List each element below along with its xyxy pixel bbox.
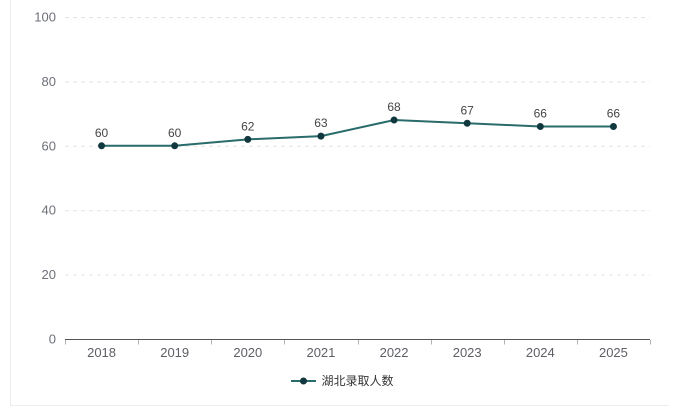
- data-point-label: 60: [95, 126, 109, 140]
- data-point-label: 60: [168, 126, 182, 140]
- legend-line-marker-icon: [291, 377, 317, 385]
- y-axis-tick-label: 40: [42, 203, 56, 218]
- data-point-label: 67: [461, 103, 475, 117]
- x-axis-tick-label: 2020: [233, 345, 262, 360]
- data-point-marker: [390, 116, 398, 124]
- data-point-label: 68: [387, 100, 401, 114]
- y-axis-tick-label: 80: [42, 74, 56, 89]
- data-point-label: 66: [534, 106, 548, 120]
- data-point-marker: [609, 122, 617, 130]
- y-axis-tick-label: 0: [49, 332, 56, 347]
- line-chart: 0 20 40 60 80 100 2018 2019 2020 2021 2022 2023 2024…: [34, 10, 651, 360]
- y-axis-tick-label: 60: [42, 138, 56, 153]
- x-axis-tick-label: 2022: [380, 345, 409, 360]
- data-point-marker: [463, 119, 471, 127]
- data-point-label: 66: [607, 106, 621, 120]
- x-axis-tick-label: 2024: [526, 345, 555, 360]
- data-point-marker: [536, 122, 544, 130]
- data-point-marker: [98, 142, 106, 150]
- legend-item-label: 湖北录取人数: [321, 374, 394, 388]
- data-point-label: 62: [241, 119, 255, 133]
- x-axis-tick-label: 2018: [87, 345, 116, 360]
- x-axis-tick-label: 2019: [160, 345, 189, 360]
- x-axis-tick-label: 2023: [453, 345, 482, 360]
- data-point-marker: [171, 142, 179, 150]
- legend: 湖北录取人数: [0, 371, 685, 391]
- x-axis-tick-label: 2021: [306, 345, 335, 360]
- y-axis-tick-label: 20: [42, 267, 56, 282]
- data-point-label: 63: [314, 116, 328, 130]
- legend-item[interactable]: 湖北录取人数: [291, 371, 394, 391]
- series-line: [100, 119, 615, 147]
- data-point-marker: [317, 132, 325, 140]
- y-axis-tick-label: 100: [34, 10, 56, 25]
- data-point-marker: [244, 135, 252, 143]
- x-axis-tick-label: 2025: [599, 345, 628, 360]
